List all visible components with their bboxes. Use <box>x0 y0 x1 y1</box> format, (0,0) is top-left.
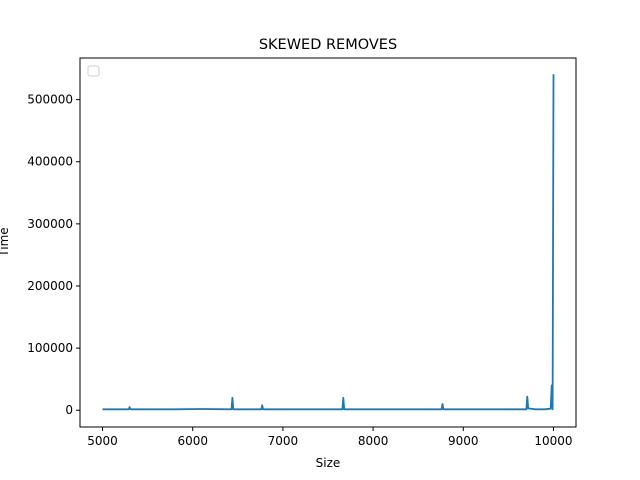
y-tick-label: 200000 <box>27 279 73 293</box>
x-tick-label: 7000 <box>268 434 299 448</box>
y-tick-label: 100000 <box>27 341 73 355</box>
y-tick-label: 300000 <box>27 217 73 231</box>
x-tick-label: 5000 <box>87 434 118 448</box>
x-axis-label: Size <box>316 456 341 470</box>
x-tick-label: 8000 <box>358 434 389 448</box>
series-line <box>102 74 555 411</box>
x-tick-label: 9000 <box>448 434 479 448</box>
legend-box <box>87 65 100 77</box>
chart-title: SKEWED REMOVES <box>259 37 397 53</box>
y-tick-label: 500000 <box>27 93 73 107</box>
plot-area: 5000 6000 7000 8000 9000 10000 0 100000 200000 3… <box>27 57 577 448</box>
y-axis-label: Time <box>0 227 11 257</box>
y-tick-label: 400000 <box>27 155 73 169</box>
x-tick-label: 6000 <box>177 434 208 448</box>
y-tick-label: 0 <box>65 403 73 417</box>
y-axis-ticks: 0 100000 200000 300000 400000 500000 <box>27 93 80 417</box>
x-axis-ticks: 5000 6000 7000 8000 9000 10000 <box>87 427 573 448</box>
x-tick-label: 10000 <box>534 434 572 448</box>
axes-frame <box>79 57 577 428</box>
